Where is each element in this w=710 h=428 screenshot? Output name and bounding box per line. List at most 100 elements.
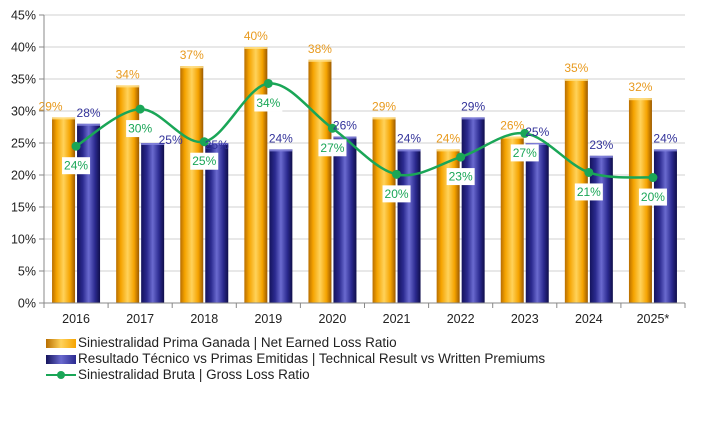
bar <box>116 85 140 304</box>
bar <box>77 123 101 303</box>
line-data-label: 20% <box>641 190 665 204</box>
bar-data-label: 29% <box>372 99 396 113</box>
bar-data-label: 26% <box>333 119 357 133</box>
line-data-label: 27% <box>320 141 344 155</box>
bar-data-label: 24% <box>653 131 677 145</box>
bar-cap <box>461 117 485 120</box>
x-tick-label: 2024 <box>575 312 603 326</box>
bar-cap <box>525 143 549 145</box>
bar <box>461 117 485 304</box>
line-data-label: 30% <box>128 122 152 136</box>
y-tick-label: 0% <box>18 297 36 311</box>
bar <box>436 149 460 303</box>
bar-data-label: 29% <box>39 99 63 113</box>
bar-data-label: 25% <box>159 133 183 147</box>
line-data-label: 24% <box>64 159 88 173</box>
line-point <box>648 173 658 183</box>
y-tick-label: 20% <box>11 169 36 183</box>
line-data-label-bg <box>510 144 539 162</box>
bar-data-label: 24% <box>436 131 460 145</box>
bar-data-label: 29% <box>461 99 485 113</box>
x-tick-label: 2023 <box>511 312 539 326</box>
line-data-label: 20% <box>385 187 409 201</box>
gross-loss-line <box>75 82 654 179</box>
bar-cap <box>397 149 421 152</box>
bar-cap <box>180 66 204 69</box>
bar-data-label: 38% <box>308 42 332 56</box>
x-tick-label: 2017 <box>126 312 154 326</box>
bar-cap <box>653 149 677 152</box>
line-data-label: 27% <box>513 146 537 160</box>
x-tick-label: 2019 <box>254 312 282 326</box>
line-data-label: 23% <box>449 170 473 184</box>
bar-cap <box>116 85 140 88</box>
line-point <box>199 137 209 147</box>
bar-cap <box>52 117 76 120</box>
y-tick-label: 35% <box>11 73 36 87</box>
bar <box>500 136 524 303</box>
line-point <box>71 141 81 151</box>
x-tick-label: 2025* <box>637 312 670 326</box>
line-data-label: 25% <box>192 154 216 168</box>
line-data-label-bg <box>318 139 347 157</box>
legend-label: Siniestralidad Prima Ganada | Net Earned… <box>78 335 397 350</box>
bar-cap <box>244 47 268 49</box>
bar <box>308 59 332 303</box>
line-data-label-bg <box>446 168 475 186</box>
line-data-label: 34% <box>256 96 280 110</box>
bar-cap <box>372 117 396 120</box>
y-tick-label: 40% <box>11 41 36 55</box>
bar-cap <box>308 59 332 62</box>
bar-data-label: 24% <box>269 131 293 145</box>
x-tick-label: 2020 <box>319 312 347 326</box>
bar-data-label: 28% <box>77 106 101 120</box>
legend-label: Siniestralidad Bruta | Gross Loss Ratio <box>78 367 310 382</box>
bar-cap <box>589 155 613 158</box>
bar-data-label: 32% <box>628 80 652 94</box>
line-data-label-bg <box>62 157 91 175</box>
legend-item-net-earned: Siniestralidad Prima Ganada | Net Earned… <box>46 335 545 351</box>
bar-cap <box>564 79 588 81</box>
bar-cap <box>77 123 101 126</box>
legend-swatch-orange <box>46 338 76 348</box>
line-data-label-bg <box>574 183 603 201</box>
bar <box>269 149 293 303</box>
x-tick-label: 2016 <box>62 312 90 326</box>
line-data-label-bg <box>126 120 155 138</box>
y-tick-label: 15% <box>11 201 36 215</box>
x-tick-label: 2018 <box>190 312 218 326</box>
line-data-label-bg <box>638 188 667 206</box>
line-point <box>327 123 337 133</box>
line-point <box>520 128 530 138</box>
legend-swatch-line <box>46 371 76 380</box>
bar <box>372 117 396 304</box>
bar-data-label: 40% <box>244 29 268 43</box>
legend-label: Resultado Técnico vs Primas Emitidas | T… <box>78 351 546 366</box>
x-tick-label: 2022 <box>447 312 475 326</box>
line-point <box>392 169 402 179</box>
bar-cap <box>500 136 524 139</box>
bar <box>333 136 357 303</box>
bar <box>141 143 165 303</box>
bar-data-label: 34% <box>116 67 140 81</box>
bar-cap <box>628 98 652 101</box>
bar <box>589 155 613 303</box>
line-data-label-bg <box>190 152 219 170</box>
legend-item-technical-result: Resultado Técnico vs Primas Emitidas | T… <box>46 351 545 367</box>
line-data-label-bg <box>382 185 411 203</box>
bar-cap <box>141 143 165 145</box>
bar <box>397 149 421 303</box>
bar-data-label: 24% <box>397 131 421 145</box>
bar-cap <box>436 149 460 152</box>
y-tick-label: 5% <box>18 265 36 279</box>
line-point <box>135 104 145 114</box>
legend-item-gross-loss: Siniestralidad Bruta | Gross Loss Ratio <box>46 367 545 383</box>
bar-data-label: 25% <box>205 138 229 152</box>
bar-data-label: 25% <box>525 125 549 139</box>
line-data-label: 21% <box>577 185 601 199</box>
y-tick-label: 30% <box>11 105 36 119</box>
bar-cap <box>205 143 229 145</box>
line-point <box>263 78 273 88</box>
